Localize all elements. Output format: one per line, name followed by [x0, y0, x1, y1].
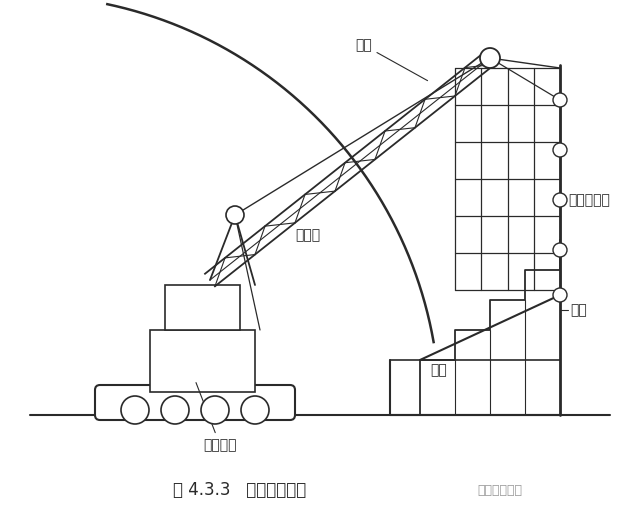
Circle shape	[241, 396, 269, 424]
Text: 砼柱: 砼柱	[570, 303, 587, 317]
Circle shape	[553, 288, 567, 302]
Text: 图 4.3.3   高空组拼吊装: 图 4.3.3 高空组拼吊装	[173, 481, 307, 499]
Circle shape	[161, 396, 189, 424]
Bar	[150, 330, 255, 392]
Circle shape	[553, 193, 567, 207]
Circle shape	[553, 143, 567, 157]
Text: 穹顶: 穹顶	[355, 38, 428, 80]
Circle shape	[121, 396, 149, 424]
Text: 履带吊车: 履带吊车	[196, 382, 237, 452]
Circle shape	[553, 243, 567, 257]
Text: 现代钢构网架: 现代钢构网架	[477, 483, 522, 496]
Circle shape	[480, 48, 500, 68]
FancyBboxPatch shape	[95, 385, 295, 420]
Text: 脚手架: 脚手架	[295, 228, 320, 242]
Circle shape	[553, 93, 567, 107]
Text: 看台: 看台	[430, 363, 447, 377]
Circle shape	[226, 206, 244, 224]
Text: 小单元网架: 小单元网架	[568, 193, 610, 207]
Bar	[165, 285, 240, 330]
Circle shape	[201, 396, 229, 424]
